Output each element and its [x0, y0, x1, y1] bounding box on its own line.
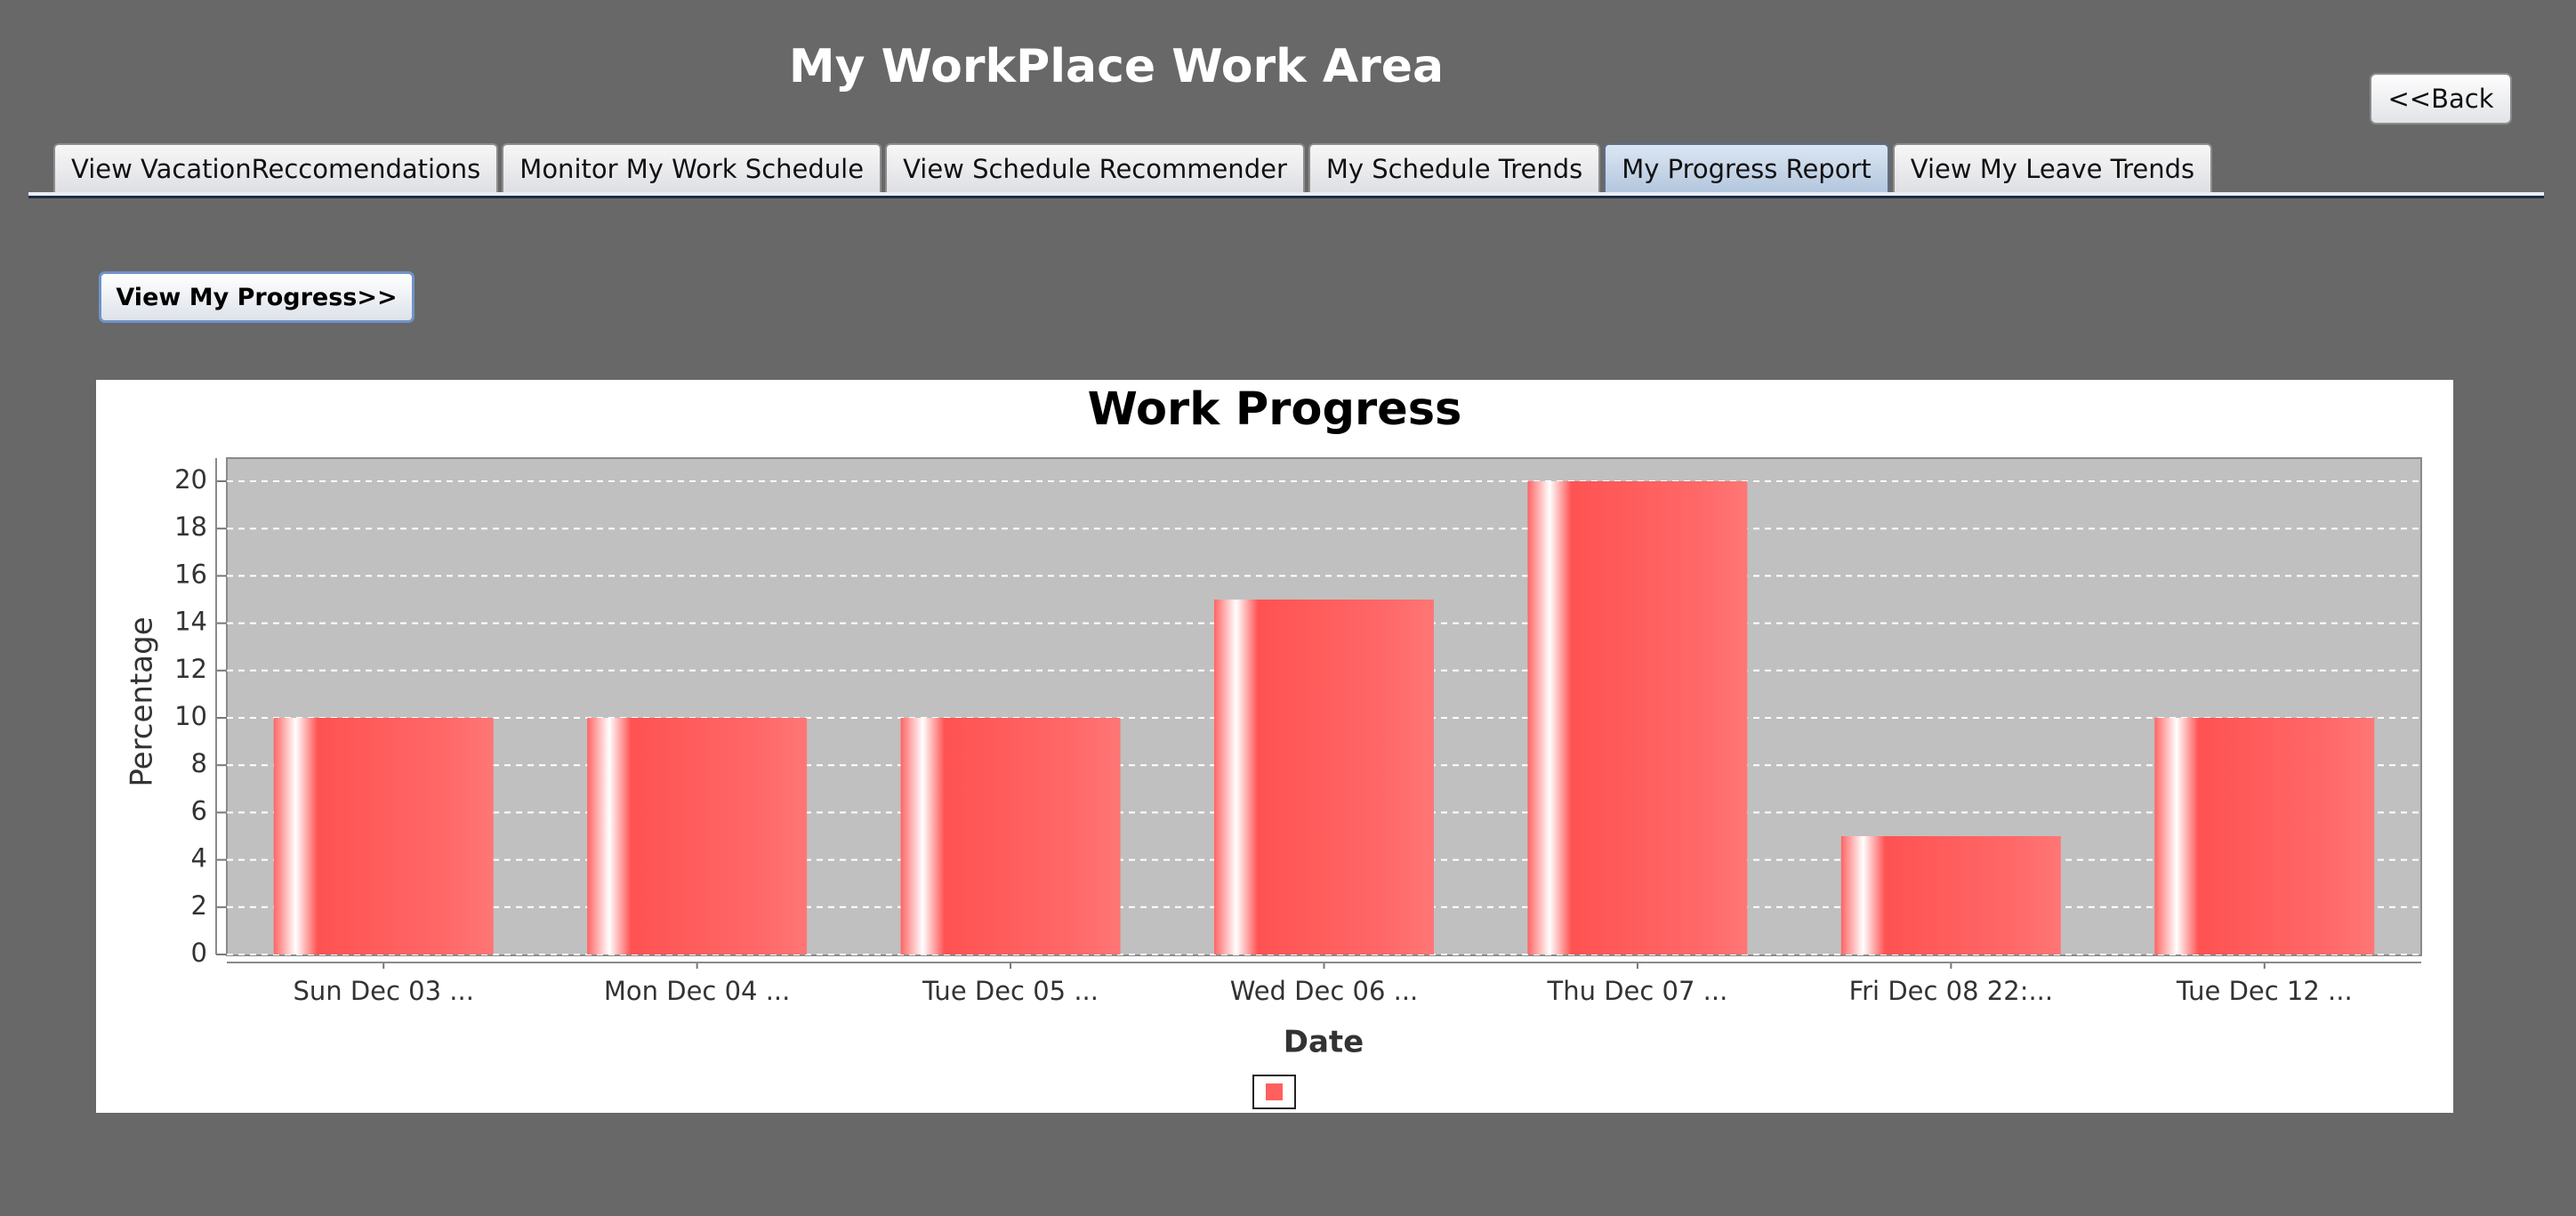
bar-7: [2154, 718, 2375, 954]
y-tick-label-14: 14: [174, 607, 207, 637]
bar-3: [900, 718, 1121, 954]
y-tick-label-8: 8: [191, 748, 207, 778]
work-progress-chart: Work Progress 0 2 4 6 8 10 12 14 16 18 20 Sun Dec 0…: [96, 380, 2453, 1113]
tab-view-schedule-recommender[interactable]: View Schedule Recommender: [885, 143, 1305, 193]
x-tick-label-6: Fri Dec 08 22:...: [1849, 976, 2054, 1006]
x-tick-label-7: Tue Dec 12 ...: [2176, 976, 2353, 1006]
tab-bar: View VacationReccomendations Monitor My …: [53, 142, 2216, 193]
y-tick-label-12: 12: [174, 654, 207, 684]
y-tick-label-18: 18: [174, 511, 207, 542]
bar-6: [1840, 836, 2061, 954]
chart-title: Work Progress: [1088, 383, 1462, 436]
x-tick-label-5: Thu Dec 07 ...: [1547, 976, 1728, 1006]
bar-1: [273, 718, 494, 954]
tab-my-progress-report[interactable]: My Progress Report: [1604, 143, 1889, 193]
back-button[interactable]: <<Back: [2370, 73, 2512, 125]
y-tick-label-2: 2: [191, 890, 207, 921]
bar-4: [1214, 600, 1434, 954]
x-axis-label: Date: [1284, 1025, 1364, 1060]
x-tick-label-4: Wed Dec 06 ...: [1230, 976, 1419, 1006]
legend-marker: [1266, 1083, 1283, 1100]
y-tick-label-0: 0: [191, 938, 207, 968]
axes: 0 2 4 6 8 10 12 14 16 18 20 Sun Dec 03 ... Mon Dec 0…: [174, 458, 2421, 1006]
view-progress-button[interactable]: View My Progress>>: [99, 271, 415, 323]
x-tick-label-3: Tue Dec 05 ...: [922, 976, 1099, 1006]
x-tick-label-1: Sun Dec 03 ...: [293, 976, 474, 1006]
x-tick-label-2: Mon Dec 04 ...: [604, 976, 790, 1006]
y-tick-label-10: 10: [174, 701, 207, 731]
bar-2: [587, 718, 808, 954]
tab-view-leave-trends[interactable]: View My Leave Trends: [1892, 143, 2213, 193]
y-tick-label-16: 16: [174, 559, 207, 589]
tab-monitor-work-schedule[interactable]: Monitor My Work Schedule: [502, 143, 882, 193]
tab-view-vacation-recommendations[interactable]: View VacationReccomendations: [53, 143, 499, 193]
chart-svg: Work Progress 0 2 4 6 8 10 12 14 16 18 20 Sun Dec 0…: [125, 383, 2422, 1109]
page-title: My WorkPlace Work Area: [788, 40, 1445, 93]
y-tick-label-20: 20: [174, 464, 207, 495]
y-tick-label-4: 4: [191, 843, 207, 874]
bar-series: [273, 481, 2375, 954]
bar-5: [1527, 481, 1748, 954]
y-tick-label-6: 6: [191, 795, 207, 825]
y-axis-label: Percentage: [125, 616, 160, 786]
tab-underline: [28, 192, 2544, 198]
tab-my-schedule-trends[interactable]: My Schedule Trends: [1308, 143, 1601, 193]
